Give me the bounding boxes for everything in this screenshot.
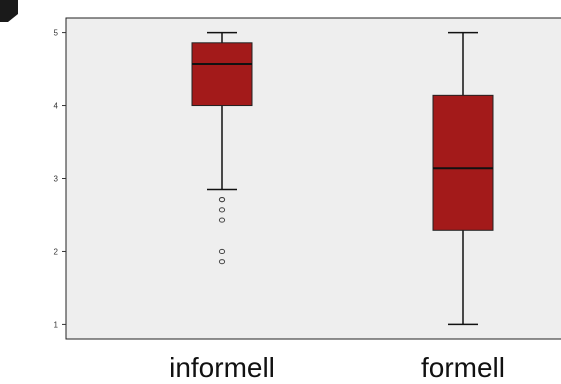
iqr-box <box>432 94 494 231</box>
outlier-point <box>218 259 226 265</box>
x-category-label: formell <box>421 352 505 383</box>
y-tick-label: 1 <box>54 320 59 329</box>
outlier-point <box>218 197 226 203</box>
box-group-formell <box>432 31 494 326</box>
y-tick-label: 5 <box>54 29 59 38</box>
x-category-label: informell <box>169 352 275 383</box>
iqr-box <box>191 42 253 107</box>
corner-mark <box>0 0 18 22</box>
y-axis: 1 2 3 4 5 <box>54 29 66 329</box>
y-tick-label: 4 <box>54 102 59 111</box>
y-tick-label: 3 <box>54 175 59 184</box>
outlier-point <box>218 207 226 213</box>
y-tick-label: 2 <box>54 247 59 256</box>
boxes-layer <box>191 31 494 326</box>
outlier-point <box>218 217 226 223</box>
box-group-informell <box>191 31 253 265</box>
outlier-point <box>218 248 226 255</box>
x-axis: informell formell <box>169 352 505 383</box>
